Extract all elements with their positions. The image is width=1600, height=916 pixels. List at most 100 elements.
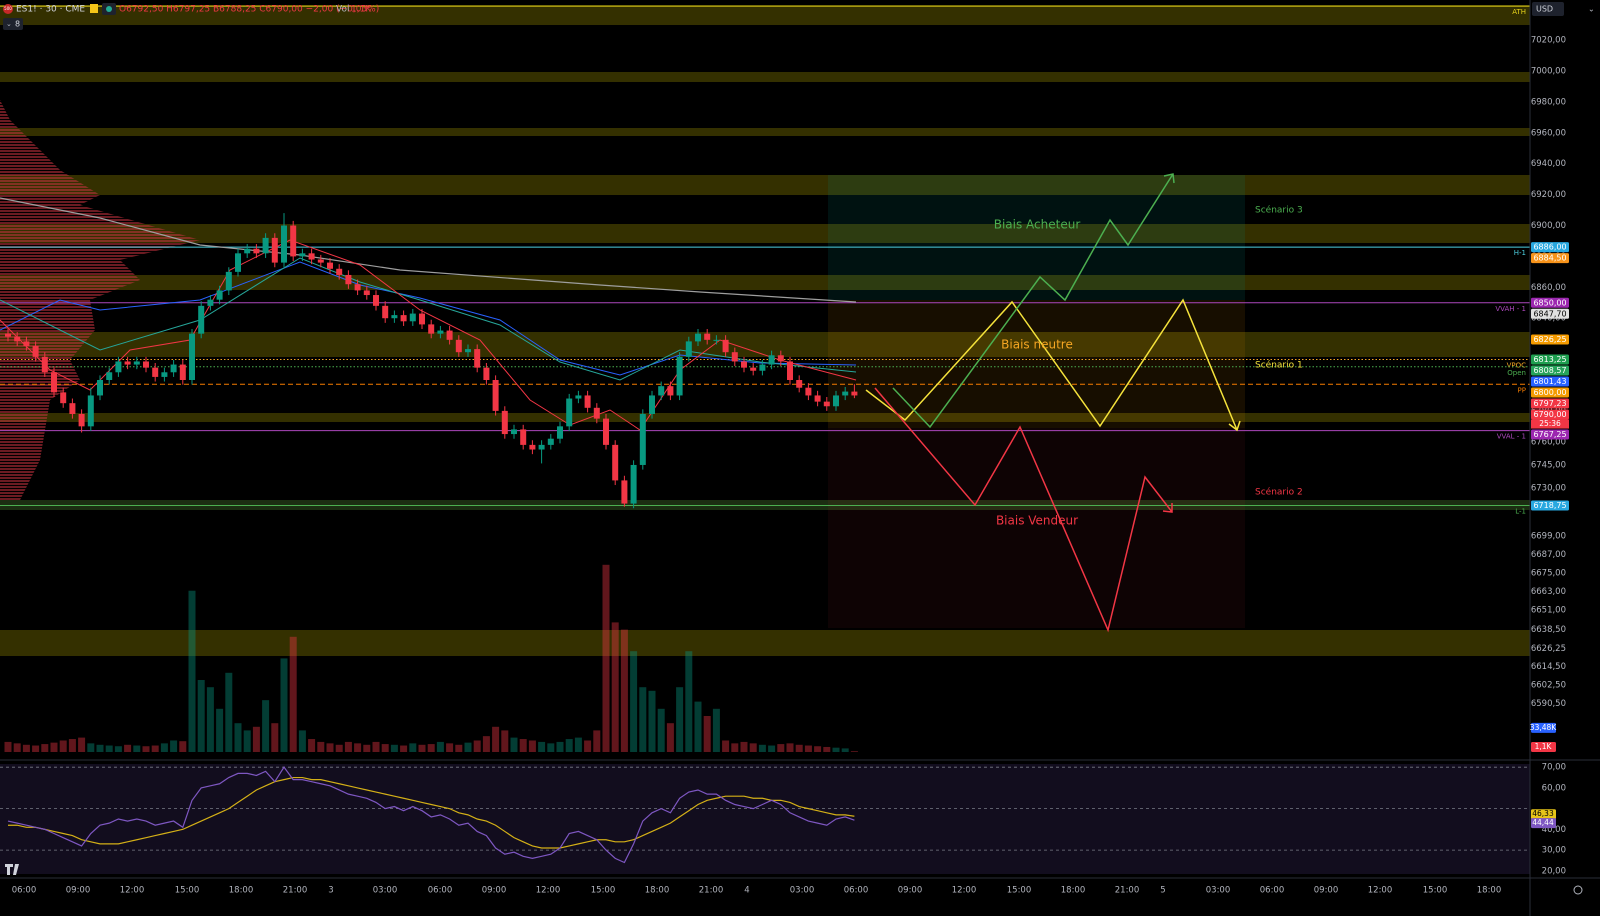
price-tag-label: 6790,00 bbox=[1533, 410, 1566, 419]
countdown: 25:36 bbox=[1539, 419, 1561, 428]
rsi-tag bbox=[1531, 809, 1556, 820]
volume-tag bbox=[1531, 722, 1556, 733]
x-tick-label: 18:00 bbox=[1477, 886, 1502, 896]
flag[interactable] bbox=[90, 4, 98, 13]
x-tick-label: 06:00 bbox=[844, 886, 869, 896]
candle-body bbox=[5, 333, 11, 337]
y-tick-label: 6638,50 bbox=[1531, 625, 1566, 635]
price-tag bbox=[1531, 253, 1569, 264]
candle-body bbox=[566, 398, 573, 427]
price-tag-label: 6767,25 bbox=[1533, 430, 1566, 439]
volume-bar bbox=[602, 564, 610, 752]
x-tick-label: 06:00 bbox=[428, 886, 453, 896]
volume-bar bbox=[197, 680, 205, 752]
candle-body bbox=[538, 444, 545, 450]
volume-bar bbox=[170, 740, 178, 752]
level-label: VVAL - 1 bbox=[1497, 433, 1526, 441]
price-tag-label: 6886,00 bbox=[1533, 243, 1566, 252]
zone bbox=[0, 128, 1530, 136]
volume-bar bbox=[492, 726, 500, 752]
x-tick-label: 15:00 bbox=[175, 886, 200, 896]
rsi-tag-label: 46,33 bbox=[1532, 809, 1554, 818]
volume-bar bbox=[96, 744, 104, 752]
x-tick-label: 12:00 bbox=[536, 886, 561, 896]
volume-bar bbox=[722, 740, 730, 752]
candle-body bbox=[529, 444, 536, 450]
y-tick-label: 6699,00 bbox=[1531, 532, 1566, 542]
price-tag bbox=[1531, 308, 1569, 319]
neutral-box bbox=[828, 300, 1245, 428]
price-tag bbox=[1531, 376, 1569, 387]
currency-menu[interactable]: ⌄ bbox=[1588, 5, 1595, 14]
volume-bar bbox=[850, 751, 858, 752]
rsi-tick-label: 60,00 bbox=[1542, 783, 1566, 793]
candle-body bbox=[593, 407, 600, 419]
volume-bar bbox=[124, 744, 132, 752]
x-tick-label: 15:00 bbox=[1007, 886, 1032, 896]
candle-body bbox=[455, 339, 462, 353]
candle-body bbox=[630, 464, 637, 504]
volume-bar bbox=[639, 687, 647, 752]
currency-button[interactable] bbox=[1532, 2, 1564, 16]
rsi-line bbox=[7, 766, 855, 864]
candle-body bbox=[198, 305, 205, 334]
zone bbox=[0, 500, 1530, 510]
vol-label: Vol bbox=[336, 5, 349, 15]
level-label: ATH bbox=[1512, 8, 1526, 16]
volume-bar bbox=[528, 740, 536, 752]
volume-bar bbox=[390, 744, 398, 752]
market-open-dot bbox=[106, 6, 112, 12]
volume-bar bbox=[179, 741, 187, 752]
candle-body bbox=[299, 253, 306, 257]
price-tag bbox=[1531, 334, 1569, 345]
volume-bar bbox=[68, 739, 76, 752]
candle-body bbox=[32, 346, 39, 357]
volume-bar bbox=[252, 726, 260, 752]
candle-body bbox=[87, 395, 94, 427]
candle-body bbox=[179, 364, 186, 380]
candle-body bbox=[382, 305, 389, 319]
settings-icon[interactable] bbox=[1573, 885, 1583, 895]
symbol[interactable]: ES1! · 30 · CME bbox=[16, 5, 85, 15]
zone bbox=[0, 175, 1530, 195]
volume-bar bbox=[749, 743, 757, 752]
symbol-logo bbox=[3, 4, 13, 14]
chevron: ⌄ bbox=[6, 20, 12, 28]
candle-body bbox=[244, 248, 251, 254]
candle-body bbox=[170, 364, 177, 373]
indicators-toggle[interactable] bbox=[3, 18, 23, 30]
y-tick-label: 6960,00 bbox=[1531, 128, 1566, 138]
candle-body bbox=[391, 315, 398, 319]
rsi-layer bbox=[0, 766, 1530, 864]
volume-bar bbox=[501, 730, 509, 752]
candle-body bbox=[741, 361, 747, 368]
y-tick-label: 6663,00 bbox=[1531, 587, 1566, 597]
candle-body bbox=[639, 413, 646, 465]
price-tag-label: 6797,23 bbox=[1533, 399, 1566, 408]
x-tick-label: 03:00 bbox=[373, 886, 398, 896]
y-tick-label: 6940,00 bbox=[1531, 159, 1566, 169]
candle-body bbox=[722, 339, 729, 353]
countdown-bg bbox=[1531, 419, 1569, 429]
candle-body bbox=[97, 380, 103, 396]
candle-body bbox=[327, 262, 333, 269]
volume-bar bbox=[326, 743, 334, 752]
volume-bar bbox=[556, 741, 564, 752]
volume-layer bbox=[4, 564, 858, 752]
candle-body bbox=[78, 413, 85, 427]
price-tag-label: 6718,75 bbox=[1533, 501, 1566, 510]
y-tick-label: 7020,00 bbox=[1531, 36, 1566, 46]
volume-bar bbox=[574, 737, 582, 752]
volume-bar bbox=[630, 651, 638, 752]
candle-body bbox=[483, 367, 490, 380]
volume-tag-label: 1,1K bbox=[1535, 742, 1553, 751]
volume-bar bbox=[280, 658, 288, 752]
volume-bar bbox=[446, 743, 454, 752]
volume-bar bbox=[105, 745, 113, 752]
volume-bar bbox=[666, 723, 674, 752]
x-tick-label: 09:00 bbox=[66, 886, 91, 896]
volume-tag-label: 33,48K bbox=[1530, 723, 1557, 732]
annotation: Scénario 2 bbox=[1255, 487, 1303, 498]
